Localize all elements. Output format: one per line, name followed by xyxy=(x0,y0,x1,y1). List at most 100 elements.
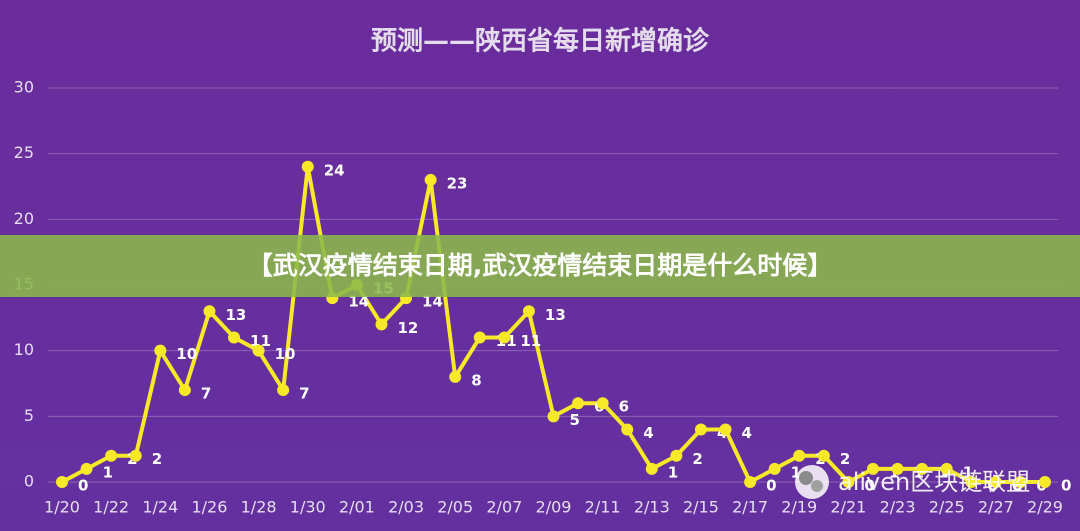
data-label: 1 xyxy=(103,463,113,481)
data-label: 2 xyxy=(840,450,850,468)
data-label: 7 xyxy=(299,385,309,403)
data-point xyxy=(572,397,585,410)
banner-text: 【武汉疫情结束日期,武汉疫情结束日期是什么时候】 xyxy=(248,251,833,280)
x-tick-label: 2/23 xyxy=(880,498,916,517)
data-point xyxy=(129,449,142,462)
data-point xyxy=(80,462,93,475)
data-point xyxy=(252,344,265,357)
data-label: 4 xyxy=(742,424,752,442)
x-tick-label: 1/28 xyxy=(241,498,277,517)
data-label: 23 xyxy=(447,174,468,192)
data-label: 12 xyxy=(397,319,418,337)
data-point xyxy=(866,462,879,475)
data-label: 1 xyxy=(668,463,678,481)
data-point xyxy=(596,397,609,410)
x-tick-label: 2/13 xyxy=(634,498,670,517)
data-point xyxy=(793,449,806,462)
data-label: 2 xyxy=(692,450,702,468)
data-point xyxy=(768,462,781,475)
data-point xyxy=(375,318,388,331)
x-tick-label: 1/26 xyxy=(191,498,227,517)
x-tick-label: 2/25 xyxy=(929,498,965,517)
data-point xyxy=(842,476,855,488)
x-tick-label: 1/20 xyxy=(44,498,80,517)
data-point xyxy=(178,384,191,397)
data-label: 6 xyxy=(619,398,629,416)
data-point xyxy=(817,449,830,462)
data-point xyxy=(449,370,462,383)
x-tick-label: 2/07 xyxy=(486,498,522,517)
data-label: 24 xyxy=(324,161,345,179)
data-point xyxy=(547,410,560,423)
data-point xyxy=(203,305,216,318)
data-point xyxy=(965,476,978,488)
data-label: 4 xyxy=(643,424,653,442)
data-label: 0 xyxy=(766,477,776,495)
x-tick-label: 2/27 xyxy=(978,498,1014,517)
watermark-icon xyxy=(795,465,829,499)
data-point xyxy=(522,305,535,318)
data-point xyxy=(916,462,929,475)
data-label: 10 xyxy=(275,345,296,363)
data-label: 11 xyxy=(520,332,541,350)
y-tick-label: 20 xyxy=(14,209,34,228)
x-tick-label: 2/15 xyxy=(683,498,719,517)
data-point xyxy=(473,331,486,344)
x-tick-label: 2/09 xyxy=(536,498,572,517)
data-label: 10 xyxy=(176,345,197,363)
x-tick-label: 2/17 xyxy=(732,498,768,517)
data-point xyxy=(1039,476,1051,488)
data-label: 5 xyxy=(570,411,580,429)
data-label: 1 xyxy=(963,463,973,481)
x-tick-label: 2/21 xyxy=(830,498,866,517)
data-label: 1 xyxy=(791,463,801,481)
data-point xyxy=(105,449,118,462)
y-tick-label: 25 xyxy=(14,143,34,162)
data-point xyxy=(621,423,634,436)
y-tick-label: 5 xyxy=(24,406,34,425)
data-label: 7 xyxy=(201,385,211,403)
data-point xyxy=(891,462,904,475)
data-label: 8 xyxy=(471,371,481,389)
data-point xyxy=(719,423,732,436)
data-label: 14 xyxy=(348,293,369,311)
x-tick-label: 2/11 xyxy=(585,498,621,517)
data-point xyxy=(277,384,290,397)
data-point xyxy=(424,173,437,186)
x-tick-label: 1/22 xyxy=(93,498,129,517)
data-point xyxy=(1014,476,1027,488)
x-tick-label: 2/03 xyxy=(388,498,424,517)
data-point xyxy=(744,476,757,488)
data-point xyxy=(56,476,68,488)
y-tick-label: 0 xyxy=(24,472,34,491)
data-point xyxy=(694,423,707,436)
data-point xyxy=(228,331,241,344)
x-tick-label: 1/24 xyxy=(142,498,178,517)
data-label: 14 xyxy=(422,293,443,311)
x-tick-label: 2/01 xyxy=(339,498,375,517)
data-point xyxy=(498,331,511,344)
data-point xyxy=(645,462,658,475)
chart-title: 预测——陕西省每日新增确诊 xyxy=(371,26,710,57)
y-tick-label: 30 xyxy=(14,78,34,97)
data-label: 13 xyxy=(545,306,566,324)
plot-area: 0510152025301/201/221/241/261/281/302/01… xyxy=(14,78,1072,517)
banner-band xyxy=(0,235,1080,297)
data-point xyxy=(154,344,167,357)
watermark-text: aliven区块链联盟 xyxy=(838,468,1030,496)
data-label: 11 xyxy=(250,332,271,350)
data-point xyxy=(670,449,683,462)
data-label: 2 xyxy=(152,450,162,468)
x-tick-label: 2/19 xyxy=(781,498,817,517)
x-tick-label: 2/05 xyxy=(437,498,473,517)
x-tick-label: 1/30 xyxy=(290,498,326,517)
data-point xyxy=(989,476,1002,488)
x-tick-label: 2/29 xyxy=(1027,498,1063,517)
data-point xyxy=(301,160,314,173)
data-label: 13 xyxy=(225,306,246,324)
data-label: 0 xyxy=(78,477,88,495)
data-point xyxy=(940,462,953,475)
y-tick-label: 10 xyxy=(14,340,34,359)
data-label: 0 xyxy=(864,477,874,495)
